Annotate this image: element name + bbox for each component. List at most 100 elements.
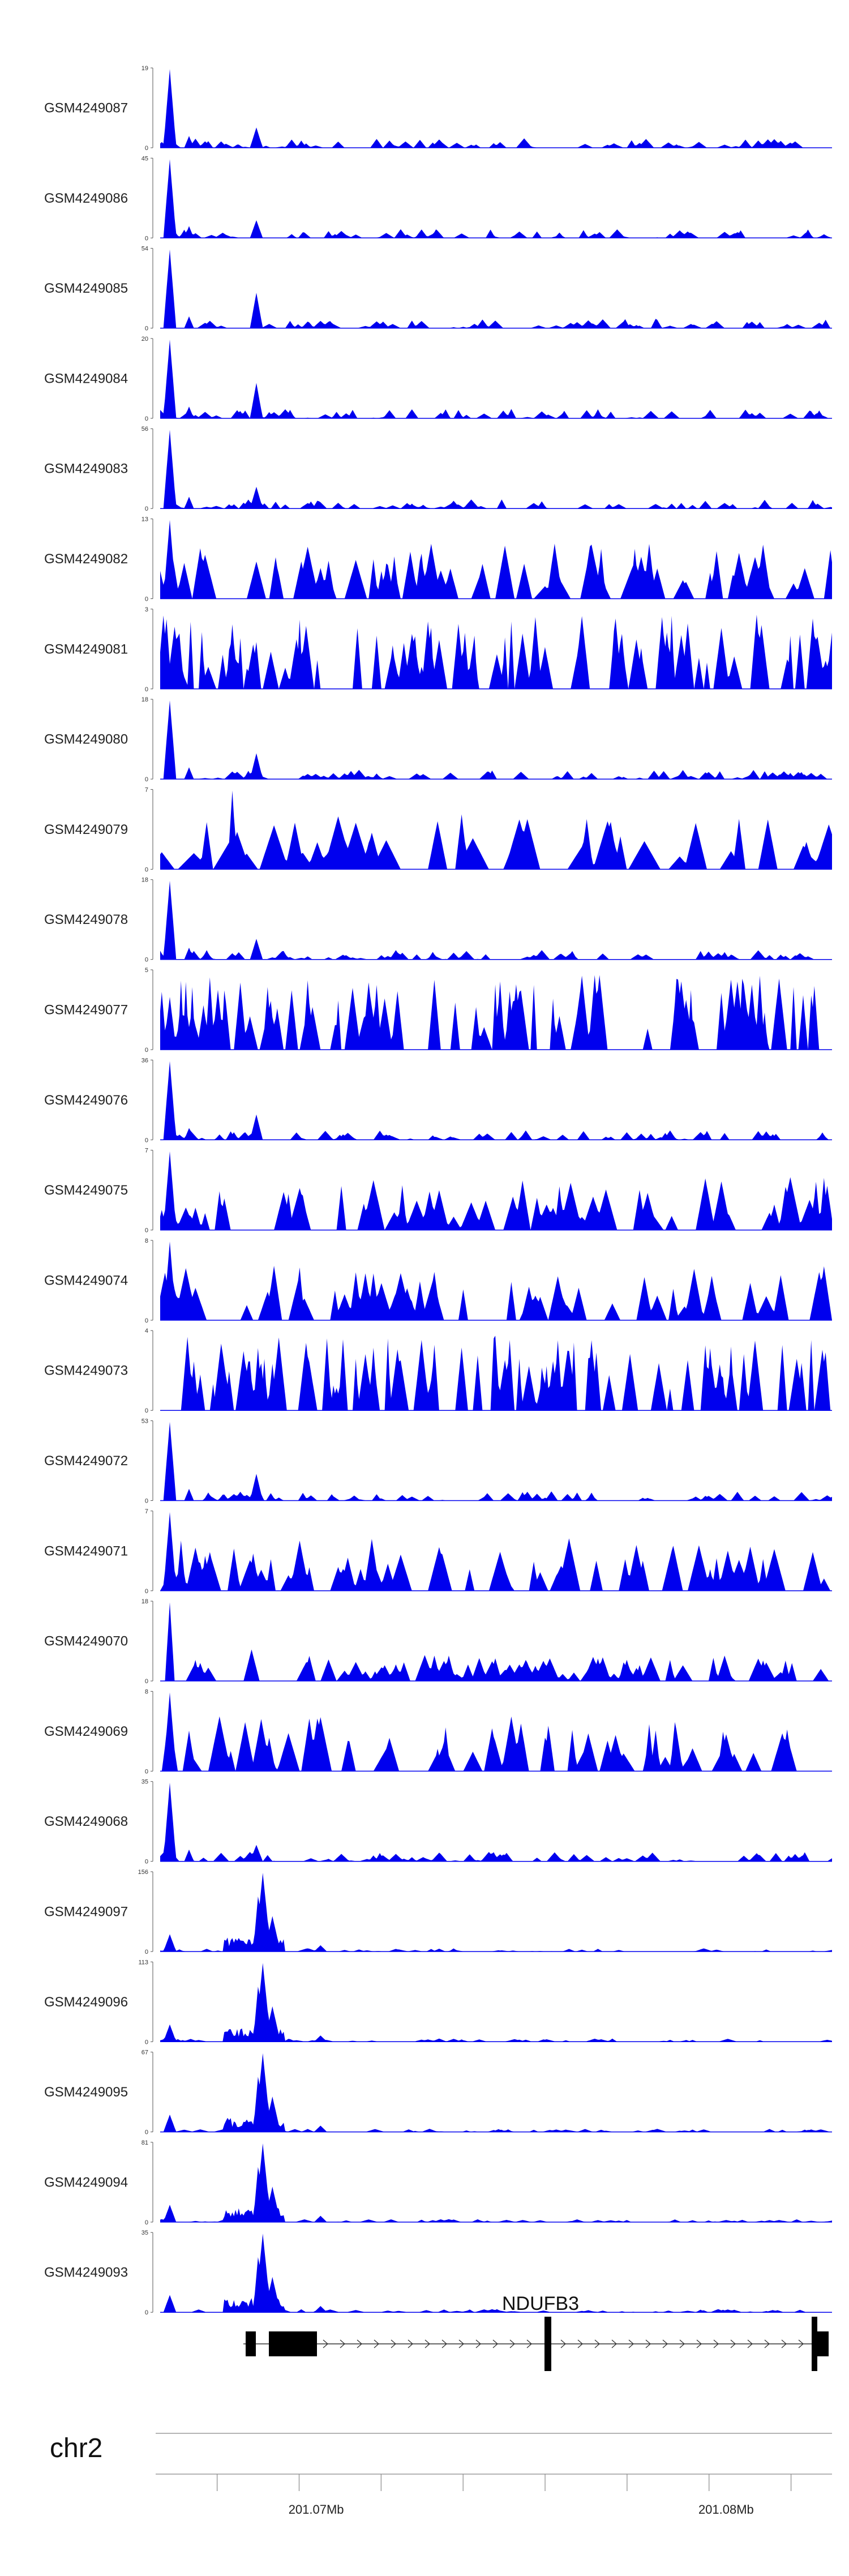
y-max-label: 8 <box>145 1238 148 1244</box>
coverage-track: GSM4249083 56 0 <box>44 426 832 512</box>
y-max-label: 35 <box>142 2230 148 2236</box>
coverage-area <box>160 2233 832 2313</box>
strand-arrow <box>492 2339 498 2348</box>
coverage-area <box>160 1963 832 2042</box>
track-label: GSM4249081 <box>44 641 128 657</box>
coverage-area <box>160 975 832 1050</box>
y-max-label: 5 <box>145 967 148 974</box>
coverage-track: GSM4249078 18 0 <box>44 877 832 964</box>
strand-arrow <box>391 2339 396 2348</box>
strand-arrow <box>458 2339 464 2348</box>
y-max-label: 56 <box>142 426 148 433</box>
y-min-label: 0 <box>145 1047 148 1054</box>
strand-arrow <box>764 2339 770 2348</box>
exon <box>817 2331 829 2356</box>
tracks-group: GSM4249087190GSM4249086450GSM4249085540G… <box>44 65 832 2316</box>
strand-arrow <box>577 2339 583 2348</box>
genomic-axis: chr2 201.07Mb 201.08Mb <box>50 2433 832 2517</box>
y-max-label: 7 <box>145 1508 148 1515</box>
coverage-track: GSM4249079 7 0 <box>44 786 832 873</box>
coverage-area <box>160 1422 832 1501</box>
y-min-label: 0 <box>145 1137 148 1144</box>
strand-arrow <box>798 2339 804 2348</box>
y-min-label: 0 <box>145 1768 148 1775</box>
chromosome-label: chr2 <box>50 2433 102 2463</box>
y-max-label: 18 <box>142 1598 148 1605</box>
coverage-track: GSM4249094 81 0 <box>44 2139 832 2226</box>
coverage-track: GSM4249095 67 0 <box>44 2049 832 2136</box>
y-max-label: 67 <box>142 2049 148 2056</box>
strand-arrow <box>323 2339 328 2348</box>
y-max-label: 156 <box>138 1869 148 1876</box>
y-min-label: 0 <box>145 1317 148 1324</box>
coverage-area <box>160 1692 832 1771</box>
y-min-label: 0 <box>145 596 148 603</box>
y-min-label: 0 <box>145 957 148 964</box>
y-max-label: 20 <box>142 336 148 343</box>
y-max-label: 13 <box>142 516 148 523</box>
strand-arrow <box>560 2339 566 2348</box>
track-label: GSM4249082 <box>44 551 128 567</box>
coverage-area <box>160 614 832 689</box>
y-max-label: 18 <box>142 696 148 703</box>
y-max-label: 54 <box>142 246 148 253</box>
gene-model: NDUFB3 <box>243 2293 829 2371</box>
track-label: GSM4249068 <box>44 1814 128 1829</box>
coverage-area <box>160 430 832 509</box>
exon <box>269 2331 317 2356</box>
strand-arrow <box>747 2339 753 2348</box>
y-min-label: 0 <box>145 326 148 332</box>
y-max-label: 35 <box>142 1779 148 1786</box>
coverage-track: GSM4249087 19 0 <box>44 65 832 152</box>
coverage-track: GSM4249073 4 0 <box>44 1328 832 1414</box>
axis-tick-label: 201.08Mb <box>698 2502 754 2517</box>
coverage-area <box>160 520 832 599</box>
y-min-label: 0 <box>145 1407 148 1414</box>
y-min-label: 0 <box>145 2039 148 2046</box>
coverage-area <box>160 790 832 870</box>
y-min-label: 0 <box>145 416 148 422</box>
strand-arrow <box>662 2339 668 2348</box>
y-max-label: 36 <box>142 1057 148 1064</box>
y-min-label: 0 <box>145 2219 148 2226</box>
gene-name: NDUFB3 <box>502 2293 579 2314</box>
coverage-track: GSM4249076 36 0 <box>44 1057 832 1144</box>
strand-arrow <box>357 2339 362 2348</box>
y-min-label: 0 <box>145 1678 148 1685</box>
coverage-track: GSM4249097 156 0 <box>44 1869 832 1955</box>
y-max-label: 53 <box>142 1418 148 1425</box>
track-label: GSM4249085 <box>44 281 128 296</box>
y-min-label: 0 <box>145 686 148 693</box>
track-label: GSM4249084 <box>44 371 128 386</box>
coverage-track: GSM4249072 53 0 <box>44 1418 832 1505</box>
y-min-label: 0 <box>145 1859 148 1865</box>
track-label: GSM4249078 <box>44 912 128 927</box>
track-label: GSM4249096 <box>44 1995 128 2010</box>
coverage-area <box>160 249 832 328</box>
coverage-track: GSM4249082 13 0 <box>44 516 832 603</box>
strand-arrow <box>594 2339 600 2348</box>
track-label: GSM4249087 <box>44 101 128 116</box>
strand-arrow <box>408 2339 413 2348</box>
track-label: GSM4249094 <box>44 2175 128 2190</box>
coverage-area <box>160 1061 832 1140</box>
y-max-label: 7 <box>145 1148 148 1154</box>
strand-arrow <box>611 2339 617 2348</box>
strand-arrow <box>526 2339 532 2348</box>
strand-arrow <box>374 2339 379 2348</box>
coverage-area <box>160 339 832 418</box>
track-label: GSM4249074 <box>44 1273 128 1288</box>
y-min-label: 0 <box>145 2309 148 2316</box>
coverage-track: GSM4249070 18 0 <box>44 1598 832 1685</box>
y-max-label: 113 <box>138 1959 148 1966</box>
coverage-track: GSM4249077 5 0 <box>44 967 832 1054</box>
y-max-label: 19 <box>142 65 148 72</box>
strand-arrow <box>679 2339 685 2348</box>
track-label: GSM4249075 <box>44 1183 128 1198</box>
y-max-label: 18 <box>142 877 148 884</box>
y-min-label: 0 <box>145 145 148 152</box>
y-min-label: 0 <box>145 1949 148 1955</box>
track-label: GSM4249073 <box>44 1363 128 1379</box>
coverage-area <box>160 2053 832 2132</box>
exon <box>812 2317 817 2371</box>
